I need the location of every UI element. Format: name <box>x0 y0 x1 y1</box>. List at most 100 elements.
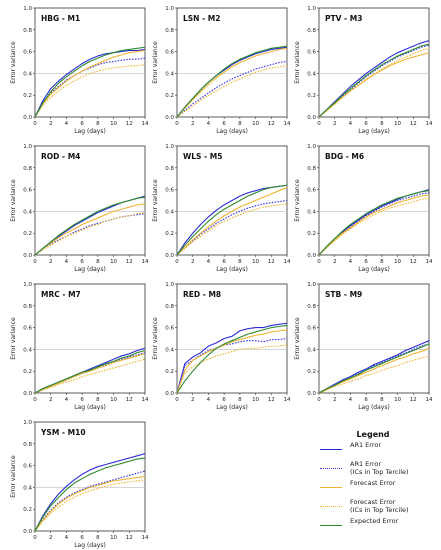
legend-swatch <box>320 468 342 469</box>
x-tick-label: 4 <box>207 397 211 403</box>
legend-item-ar1: AR1 Error <box>318 441 428 460</box>
y-tick-label: 0.0 <box>23 253 32 259</box>
panel-5: 0 2 4 6 8 10 12 14 0.0 0.2 0.4 0.6 0.8 1.0 Lag (days) E… <box>152 144 291 273</box>
y-tick-label: 0.2 <box>307 231 316 237</box>
legend-label-line2: (ICs in Top Tercile) <box>350 505 409 514</box>
x-axis-label: Lag (days) <box>216 128 248 135</box>
series-line-forecast <box>34 353 146 394</box>
y-tick-label: 0.8 <box>307 304 316 310</box>
plot-frame <box>34 7 146 118</box>
series-line-ar1_top <box>176 60 288 118</box>
series-line-expected <box>318 43 430 118</box>
x-tick-label: 14 <box>426 397 433 403</box>
y-axis-label: Error variance <box>294 41 301 84</box>
panel-title: BDG - M6 <box>325 152 364 161</box>
panel-title: HBG - M1 <box>41 14 80 23</box>
panel-3: 0 2 4 6 8 10 12 14 0.0 0.2 0.4 0.6 0.8 1.0 Lag (days) E… <box>294 6 433 135</box>
series-line-forecast <box>318 194 430 256</box>
x-axis-label: Lag (days) <box>74 542 106 549</box>
panel-title: MRC - M7 <box>41 290 81 299</box>
x-tick-label: 10 <box>252 259 259 265</box>
legend-item-ar1_top: AR1 Error (ICs in Top Tercile) <box>318 460 428 479</box>
x-tick-label: 12 <box>126 259 133 265</box>
x-tick-label: 8 <box>238 121 242 127</box>
y-tick-label: 1.0 <box>23 6 32 12</box>
y-axis-label: Error variance <box>10 41 17 84</box>
y-axis-label: Error variance <box>294 317 301 360</box>
panel-4: 0 2 4 6 8 10 12 14 0.0 0.2 0.4 0.6 0.8 1.0 Lag (days) E… <box>10 144 149 273</box>
x-tick-label: 0 <box>33 397 37 403</box>
panel-title: STB - M9 <box>325 290 362 299</box>
x-tick-label: 8 <box>380 121 384 127</box>
x-tick-label: 12 <box>126 121 133 127</box>
y-axis-label: Error variance <box>294 179 301 222</box>
y-tick-label: 0.6 <box>23 464 32 470</box>
x-axis-label: Lag (days) <box>74 404 106 411</box>
y-tick-label: 0.4 <box>307 71 316 77</box>
series-line-expected <box>34 457 146 532</box>
panel-title: ROD - M4 <box>41 152 80 161</box>
x-tick-label: 4 <box>65 535 69 541</box>
plot-frame <box>318 283 430 394</box>
series-line-expected <box>34 196 146 256</box>
x-tick-label: 6 <box>364 259 368 265</box>
y-tick-label: 1.0 <box>307 144 316 150</box>
x-tick-label: 6 <box>80 535 84 541</box>
plot-frame <box>176 7 288 118</box>
legend-item-expected: Expected Error <box>318 517 428 536</box>
y-tick-label: 0.4 <box>165 71 174 77</box>
x-tick-label: 2 <box>191 397 195 403</box>
y-tick-label: 0.0 <box>165 391 174 397</box>
y-tick-label: 0.8 <box>307 166 316 172</box>
x-tick-label: 12 <box>410 259 417 265</box>
x-tick-label: 12 <box>410 121 417 127</box>
y-tick-label: 1.0 <box>23 420 32 426</box>
legend-item-forecast_top: Forecast Error (ICs in Top Tercile) <box>318 498 428 517</box>
series-line-ar1_top <box>318 343 430 394</box>
y-tick-label: 0.2 <box>165 93 174 99</box>
y-axis-label: Error variance <box>10 179 17 222</box>
y-tick-label: 0.8 <box>307 28 316 34</box>
series-line-forecast <box>34 203 146 256</box>
y-tick-label: 0.0 <box>23 391 32 397</box>
legend-swatch <box>320 449 342 450</box>
panel-title: PTV - M3 <box>325 14 362 23</box>
y-tick-label: 0.2 <box>23 507 32 513</box>
y-tick-label: 1.0 <box>23 144 32 150</box>
x-tick-label: 14 <box>284 259 291 265</box>
x-tick-label: 14 <box>284 121 291 127</box>
x-tick-label: 2 <box>191 259 195 265</box>
x-tick-label: 8 <box>96 121 100 127</box>
series-line-expected <box>34 46 146 118</box>
legend-title: Legend <box>356 430 390 439</box>
series-line-forecast_top <box>318 47 430 118</box>
x-tick-label: 8 <box>96 259 100 265</box>
x-tick-label: 0 <box>33 121 37 127</box>
panel-9: 0 2 4 6 8 10 12 14 0.0 0.2 0.4 0.6 0.8 1.0 Lag (days) E… <box>294 282 433 411</box>
series-line-forecast_top <box>34 211 146 256</box>
y-axis-label: Error variance <box>152 317 159 360</box>
legend-label: AR1 Error (ICs in Top Tercile) <box>350 460 409 476</box>
x-tick-label: 2 <box>49 535 53 541</box>
y-tick-label: 0.4 <box>307 347 316 353</box>
panel-title: LSN - M2 <box>183 14 220 23</box>
x-tick-label: 6 <box>364 397 368 403</box>
x-tick-label: 12 <box>268 121 275 127</box>
legend-label-line1: Forecast Error <box>350 498 396 506</box>
plot-frame <box>34 145 146 256</box>
series-line-expected <box>176 324 288 394</box>
series-line-ar1_top <box>318 192 430 256</box>
x-tick-label: 6 <box>80 397 84 403</box>
x-tick-label: 12 <box>126 397 133 403</box>
plot-frame <box>34 421 146 532</box>
panel-2: 0 2 4 6 8 10 12 14 0.0 0.2 0.4 0.6 0.8 1.0 Lag (days) E… <box>152 6 291 135</box>
series-line-expected <box>34 349 146 394</box>
y-tick-label: 0.6 <box>307 326 316 332</box>
x-tick-label: 14 <box>142 397 149 403</box>
x-tick-label: 4 <box>65 121 69 127</box>
series-line-ar1 <box>34 48 146 118</box>
x-tick-label: 2 <box>191 121 195 127</box>
panel-1: 0 2 4 6 8 10 12 14 0.0 0.2 0.4 0.6 0.8 1.0 Lag (days) E… <box>10 6 149 135</box>
y-tick-label: 0.6 <box>307 50 316 56</box>
x-tick-label: 2 <box>333 121 337 127</box>
